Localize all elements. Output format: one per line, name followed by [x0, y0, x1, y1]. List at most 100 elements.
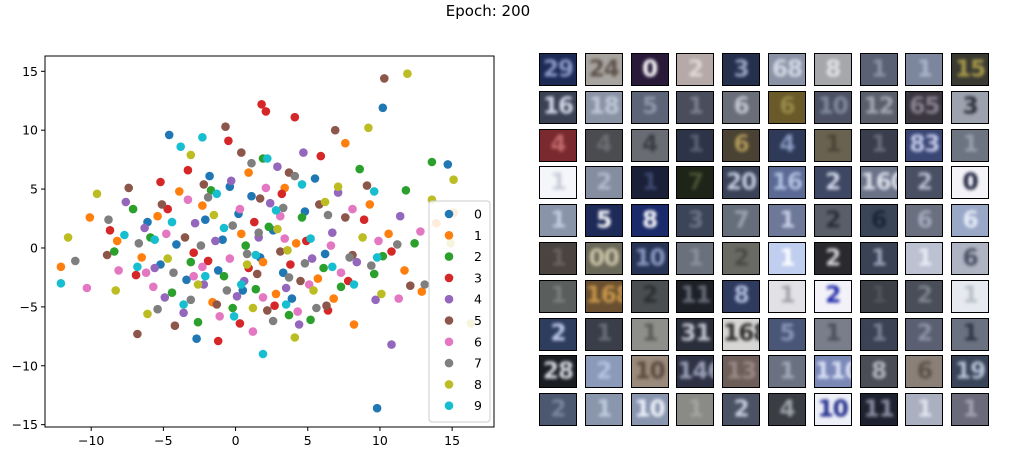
point-class-2 [427, 157, 437, 167]
sample-image: 1 [676, 393, 715, 427]
x-tick-label: 5 [304, 433, 312, 448]
sample-image: 2 [813, 166, 852, 200]
point-class-7 [196, 241, 206, 250]
sample-image: 29 [539, 53, 577, 86]
sample-image: 1 [951, 279, 990, 313]
sample-image: 1 [905, 393, 944, 427]
sample-image: 6 [905, 204, 944, 238]
sample-image-digits: 1 [916, 245, 933, 271]
sample-image: 168 [584, 279, 623, 313]
point-class-6 [215, 312, 224, 321]
point-class-3 [277, 189, 287, 199]
point-class-5 [102, 250, 112, 260]
legend-marker-1 [444, 231, 454, 240]
series-6 [82, 183, 425, 336]
point-class-7 [300, 259, 310, 268]
point-class-4 [140, 223, 149, 233]
point-class-6 [141, 268, 151, 278]
sample-image: 1 [951, 317, 990, 351]
point-class-0 [443, 160, 453, 169]
y-tick-label: −15 [12, 417, 38, 432]
sample-image: 4 [584, 128, 623, 162]
point-class-6 [183, 195, 193, 204]
point-class-0 [278, 268, 288, 278]
point-class-3 [261, 107, 271, 116]
point-class-1 [198, 201, 207, 210]
sample-image-digits: 6 [733, 93, 750, 120]
sample-image: 1 [539, 279, 577, 313]
sample-image-digits: 6 [962, 207, 979, 234]
sample-image: 2 [813, 242, 852, 275]
point-class-0 [164, 130, 174, 140]
point-class-8 [248, 303, 258, 313]
point-class-8 [364, 123, 373, 133]
sample-image-digits: 2 [596, 169, 612, 196]
point-class-7 [290, 171, 300, 181]
point-class-3 [213, 336, 223, 346]
point-class-6 [114, 266, 123, 275]
sample-image: 2 [722, 393, 761, 427]
sample-image-digits: 16 [542, 93, 574, 120]
sample-image-digits: 10 [817, 93, 849, 120]
point-class-9 [281, 300, 291, 309]
sample-image-digits: 4 [550, 131, 566, 158]
point-class-9 [120, 230, 129, 240]
legend-label-1: 1 [474, 228, 482, 243]
sample-image: 11 [859, 393, 898, 427]
x-tick-label: 0 [232, 433, 240, 448]
point-class-6 [416, 227, 425, 236]
sample-image: 2 [584, 166, 623, 200]
sample-image: 1 [859, 128, 898, 162]
point-class-1 [384, 229, 393, 239]
legend-marker-4 [444, 294, 454, 304]
sample-image: 1 [859, 53, 898, 86]
point-class-1 [175, 187, 184, 196]
point-class-5 [133, 329, 142, 339]
point-class-9 [306, 234, 315, 243]
point-class-1 [417, 287, 427, 296]
sample-image-digits: 1 [687, 131, 704, 158]
sample-image: 6 [859, 204, 898, 238]
legend-marker-6 [444, 337, 454, 347]
point-class-3 [163, 204, 172, 214]
sample-image: 1 [813, 128, 852, 162]
sample-image: 1 [676, 242, 715, 275]
legend-label-2: 2 [474, 249, 482, 264]
sample-image-digits: 83 [909, 131, 940, 158]
point-class-5 [124, 183, 133, 193]
point-class-3 [286, 260, 295, 269]
point-class-8 [403, 69, 412, 78]
sample-image-grid: 29 24 0 2 3 68 8 1 1 15 16 18 5 1 6 6 10 12 65 3 4 4 4 1 6 4 1 1 83 1… [539, 53, 999, 433]
point-class-4 [150, 263, 159, 273]
sample-image: 2 [584, 355, 623, 389]
sample-image: 2 [722, 242, 761, 275]
sample-image-digits: 4 [642, 131, 658, 158]
sample-image-digits: 6 [779, 93, 795, 120]
sample-image-digits: 7 [687, 169, 704, 196]
point-class-6 [348, 204, 357, 214]
legend-marker-5 [444, 316, 454, 325]
sample-image: 13 [722, 355, 761, 389]
sample-image: 6 [905, 355, 944, 389]
point-class-2 [228, 303, 237, 313]
point-class-2 [128, 204, 138, 214]
point-class-0 [310, 174, 320, 183]
point-class-8 [163, 254, 172, 263]
sample-image: 4 [768, 128, 806, 162]
legend: 0 1 2 3 4 5 6 7 8 9 [428, 200, 491, 423]
sample-image: 24 [584, 53, 623, 86]
sample-image-digits: 7 [733, 207, 750, 234]
sample-image: 6 [768, 90, 806, 124]
point-class-3 [105, 226, 115, 235]
point-class-4 [190, 218, 200, 228]
sample-image: 5 [584, 204, 623, 238]
point-class-8 [111, 286, 120, 295]
point-class-9 [229, 312, 239, 321]
sample-image: 2 [905, 279, 944, 313]
point-class-9 [176, 142, 185, 151]
point-class-0 [218, 235, 227, 244]
sample-image: 3 [676, 204, 715, 238]
sample-image-digits: 2 [825, 282, 841, 309]
legend-marker-2 [444, 252, 454, 261]
point-class-6 [374, 236, 383, 246]
